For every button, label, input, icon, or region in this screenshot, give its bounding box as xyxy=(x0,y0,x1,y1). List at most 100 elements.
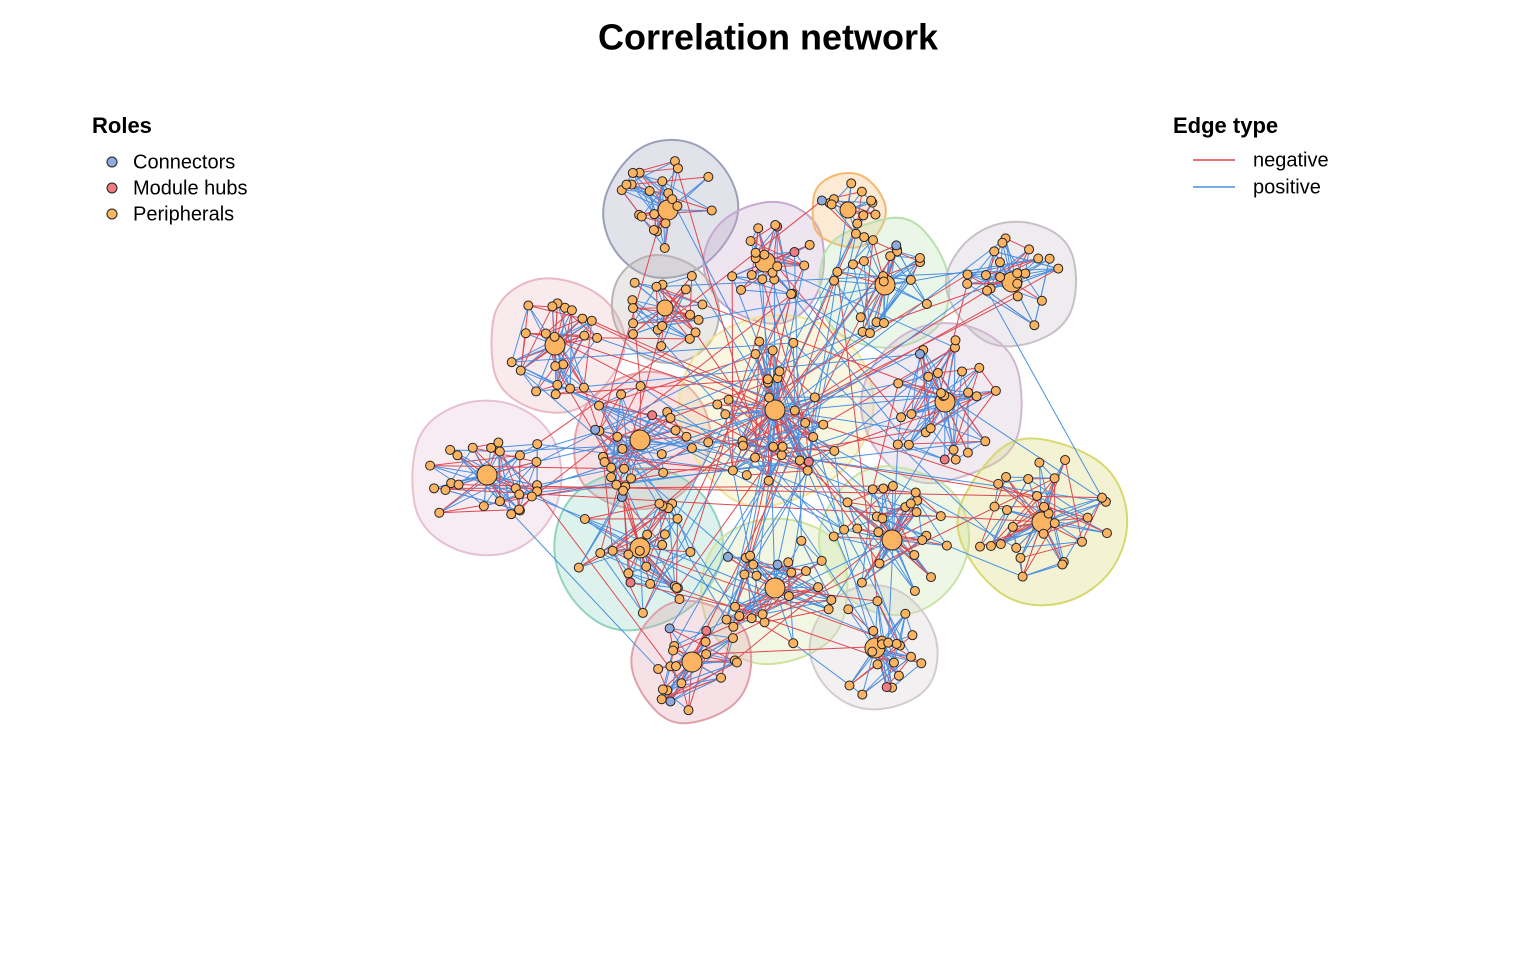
node xyxy=(713,400,722,409)
node xyxy=(859,257,868,266)
node xyxy=(687,444,696,453)
node xyxy=(426,461,435,470)
node xyxy=(790,406,799,415)
node xyxy=(765,400,785,420)
node xyxy=(596,549,605,558)
node xyxy=(686,310,695,319)
node xyxy=(789,639,798,648)
node xyxy=(1013,269,1022,278)
node xyxy=(724,395,733,404)
node xyxy=(784,592,793,601)
node xyxy=(635,546,644,555)
node xyxy=(658,685,667,694)
node xyxy=(810,393,819,402)
node xyxy=(607,463,616,472)
node xyxy=(507,510,516,519)
node xyxy=(963,270,972,279)
node xyxy=(853,219,862,228)
node xyxy=(617,390,626,399)
role-swatch xyxy=(107,209,117,219)
node xyxy=(778,442,787,451)
node xyxy=(671,426,680,435)
node xyxy=(889,658,898,667)
node xyxy=(430,484,439,493)
node xyxy=(771,221,780,230)
node xyxy=(964,388,973,397)
node xyxy=(731,602,740,611)
node xyxy=(671,662,680,671)
node xyxy=(1013,279,1022,288)
node xyxy=(940,455,949,464)
node xyxy=(897,413,906,422)
node xyxy=(637,212,646,221)
node xyxy=(684,706,693,715)
node xyxy=(550,332,559,341)
node xyxy=(737,285,746,294)
node xyxy=(789,338,798,347)
node xyxy=(746,551,755,560)
node xyxy=(551,362,560,371)
node xyxy=(548,302,557,311)
node xyxy=(624,550,633,559)
node xyxy=(853,524,862,533)
node xyxy=(661,219,670,228)
node xyxy=(657,695,666,704)
node xyxy=(579,383,588,392)
node xyxy=(819,420,828,429)
node xyxy=(516,366,525,375)
node xyxy=(622,180,631,189)
node xyxy=(1098,493,1107,502)
node xyxy=(1039,529,1048,538)
node xyxy=(865,329,874,338)
node xyxy=(917,659,926,668)
node xyxy=(972,392,981,401)
node xyxy=(755,337,764,346)
node xyxy=(805,240,814,249)
node xyxy=(784,558,793,567)
node xyxy=(704,172,713,181)
node xyxy=(580,514,589,523)
node xyxy=(754,224,763,233)
node xyxy=(1045,254,1054,263)
node xyxy=(963,448,972,457)
node xyxy=(773,262,782,271)
node xyxy=(567,306,576,315)
node xyxy=(595,401,604,410)
node xyxy=(951,336,960,345)
node xyxy=(672,583,681,592)
node xyxy=(958,367,967,376)
node xyxy=(884,638,893,647)
node xyxy=(681,285,690,294)
node xyxy=(981,437,990,446)
node xyxy=(728,272,737,281)
node xyxy=(659,468,668,477)
node xyxy=(660,530,669,539)
node xyxy=(878,514,887,523)
node xyxy=(636,382,645,391)
node xyxy=(768,346,777,355)
node xyxy=(797,536,806,545)
node xyxy=(906,652,915,661)
node xyxy=(618,444,627,453)
node xyxy=(649,225,658,234)
node xyxy=(995,258,1004,267)
node xyxy=(739,441,748,450)
node xyxy=(926,424,935,433)
node xyxy=(704,438,713,447)
node xyxy=(963,279,972,288)
node xyxy=(495,447,504,456)
node xyxy=(587,316,596,325)
node xyxy=(1061,456,1070,465)
node xyxy=(532,387,541,396)
node xyxy=(996,273,1005,282)
node xyxy=(694,315,703,324)
node xyxy=(976,542,985,551)
node xyxy=(857,578,866,587)
node xyxy=(787,290,796,299)
node xyxy=(773,560,782,569)
node xyxy=(702,626,711,635)
node xyxy=(630,430,650,450)
node xyxy=(698,300,707,309)
node xyxy=(790,248,799,257)
